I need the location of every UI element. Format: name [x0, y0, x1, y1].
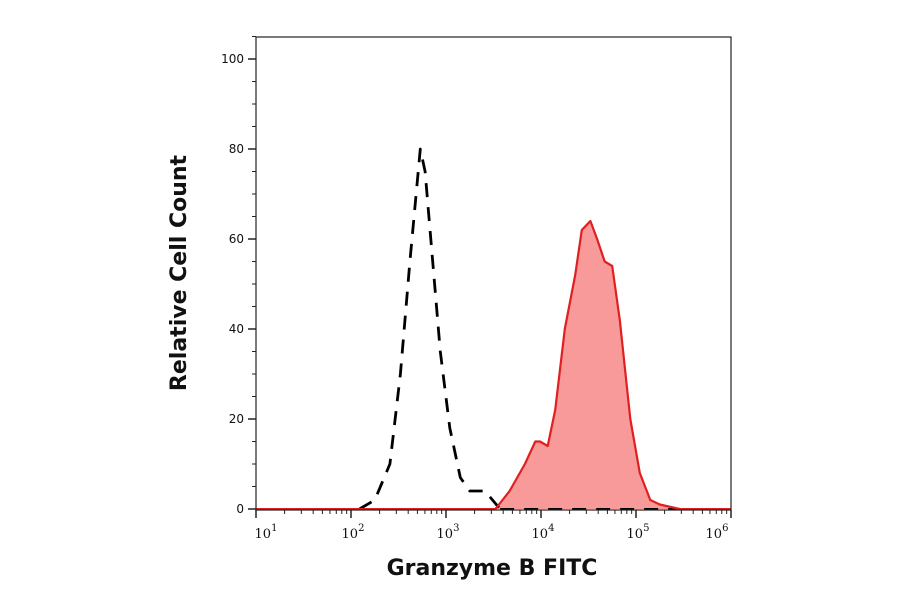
y-tick-label: 80 [229, 142, 244, 156]
x-tick-base: 10 [255, 527, 272, 542]
x-tick-exponent: 4 [548, 523, 554, 534]
x-axis: 101 102 103 104 105 106 [255, 510, 732, 542]
y-tick-label: 0 [236, 502, 244, 516]
x-tick-base: 10 [342, 527, 359, 542]
x-tick-label: 101 [255, 523, 278, 542]
plot-frame [255, 36, 732, 511]
x-tick-base: 10 [437, 527, 454, 542]
x-tick-exponent: 1 [271, 523, 277, 534]
x-tick-exponent: 6 [722, 523, 728, 534]
series-0-line [358, 147, 502, 511]
series-1-line [494, 219, 680, 511]
x-tick-label: 103 [437, 523, 460, 542]
x-tick-label: 104 [532, 523, 555, 542]
x-tick-label: 105 [627, 523, 650, 542]
x-tick-exponent: 2 [358, 523, 364, 534]
y-axis: 0 20 40 60 80 100 [221, 36, 256, 516]
y-tick-label: 60 [229, 232, 244, 246]
x-axis-label: Granzyme B FITC [387, 556, 598, 581]
x-tick-exponent: 5 [643, 523, 649, 534]
x-tick-label: 106 [706, 523, 729, 542]
series-1-fill [495, 221, 680, 509]
x-tick-label: 102 [342, 523, 365, 542]
x-tick-base: 10 [706, 527, 723, 542]
y-tick-label: 40 [229, 322, 244, 336]
x-tick-base: 10 [532, 527, 549, 542]
x-tick-exponent: 3 [453, 523, 459, 534]
x-tick-base: 10 [627, 527, 644, 542]
plot-area [256, 147, 731, 511]
y-tick-label: 100 [221, 52, 244, 66]
y-axis-label: Relative Cell Count [167, 154, 192, 391]
y-tick-label: 20 [229, 412, 244, 426]
